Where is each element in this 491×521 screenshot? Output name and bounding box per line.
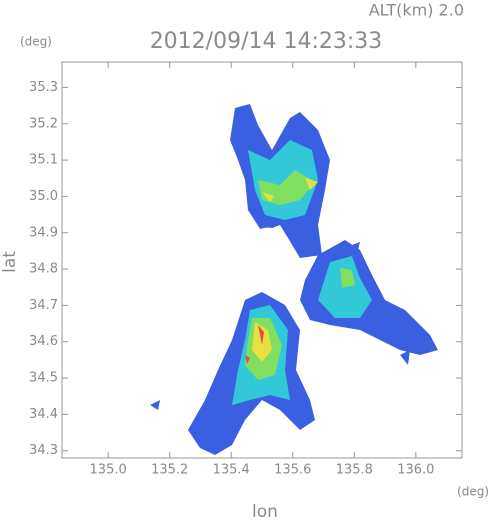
x-tick-label: 135.0 bbox=[90, 463, 127, 478]
y-tick-label: 34.3 bbox=[29, 443, 58, 458]
x-tick-label: 136.0 bbox=[397, 463, 434, 478]
chart-title: 2012/09/14 14:23:33 bbox=[150, 29, 383, 54]
y-tick-label: 35.0 bbox=[29, 189, 58, 204]
x-tick-label: 135.2 bbox=[151, 463, 188, 478]
y-tick-label: 34.7 bbox=[29, 298, 58, 313]
x-axis-label: lon bbox=[252, 502, 278, 521]
x-unit: (deg) bbox=[457, 485, 489, 499]
y-tick-label: 34.9 bbox=[29, 225, 58, 240]
radar-echo bbox=[150, 104, 438, 455]
y-axis-label: lat bbox=[0, 251, 20, 273]
plot-frame bbox=[61, 61, 463, 459]
y-tick-label: 34.5 bbox=[29, 371, 58, 386]
x-tick-label: 135.8 bbox=[336, 463, 373, 478]
y-unit: (deg) bbox=[20, 35, 52, 49]
y-tick-label: 35.3 bbox=[29, 80, 58, 95]
y-tick-label: 34.6 bbox=[29, 334, 58, 349]
y-tick-label: 34.8 bbox=[29, 262, 58, 277]
x-tick-label: 135.4 bbox=[213, 463, 250, 478]
y-tick-label: 35.2 bbox=[29, 116, 58, 131]
y-tick-label: 34.4 bbox=[29, 407, 58, 422]
y-tick-label: 35.1 bbox=[29, 153, 58, 168]
x-tick-label: 135.6 bbox=[274, 463, 311, 478]
annotation: ALT(km) 2.0 bbox=[369, 1, 464, 20]
